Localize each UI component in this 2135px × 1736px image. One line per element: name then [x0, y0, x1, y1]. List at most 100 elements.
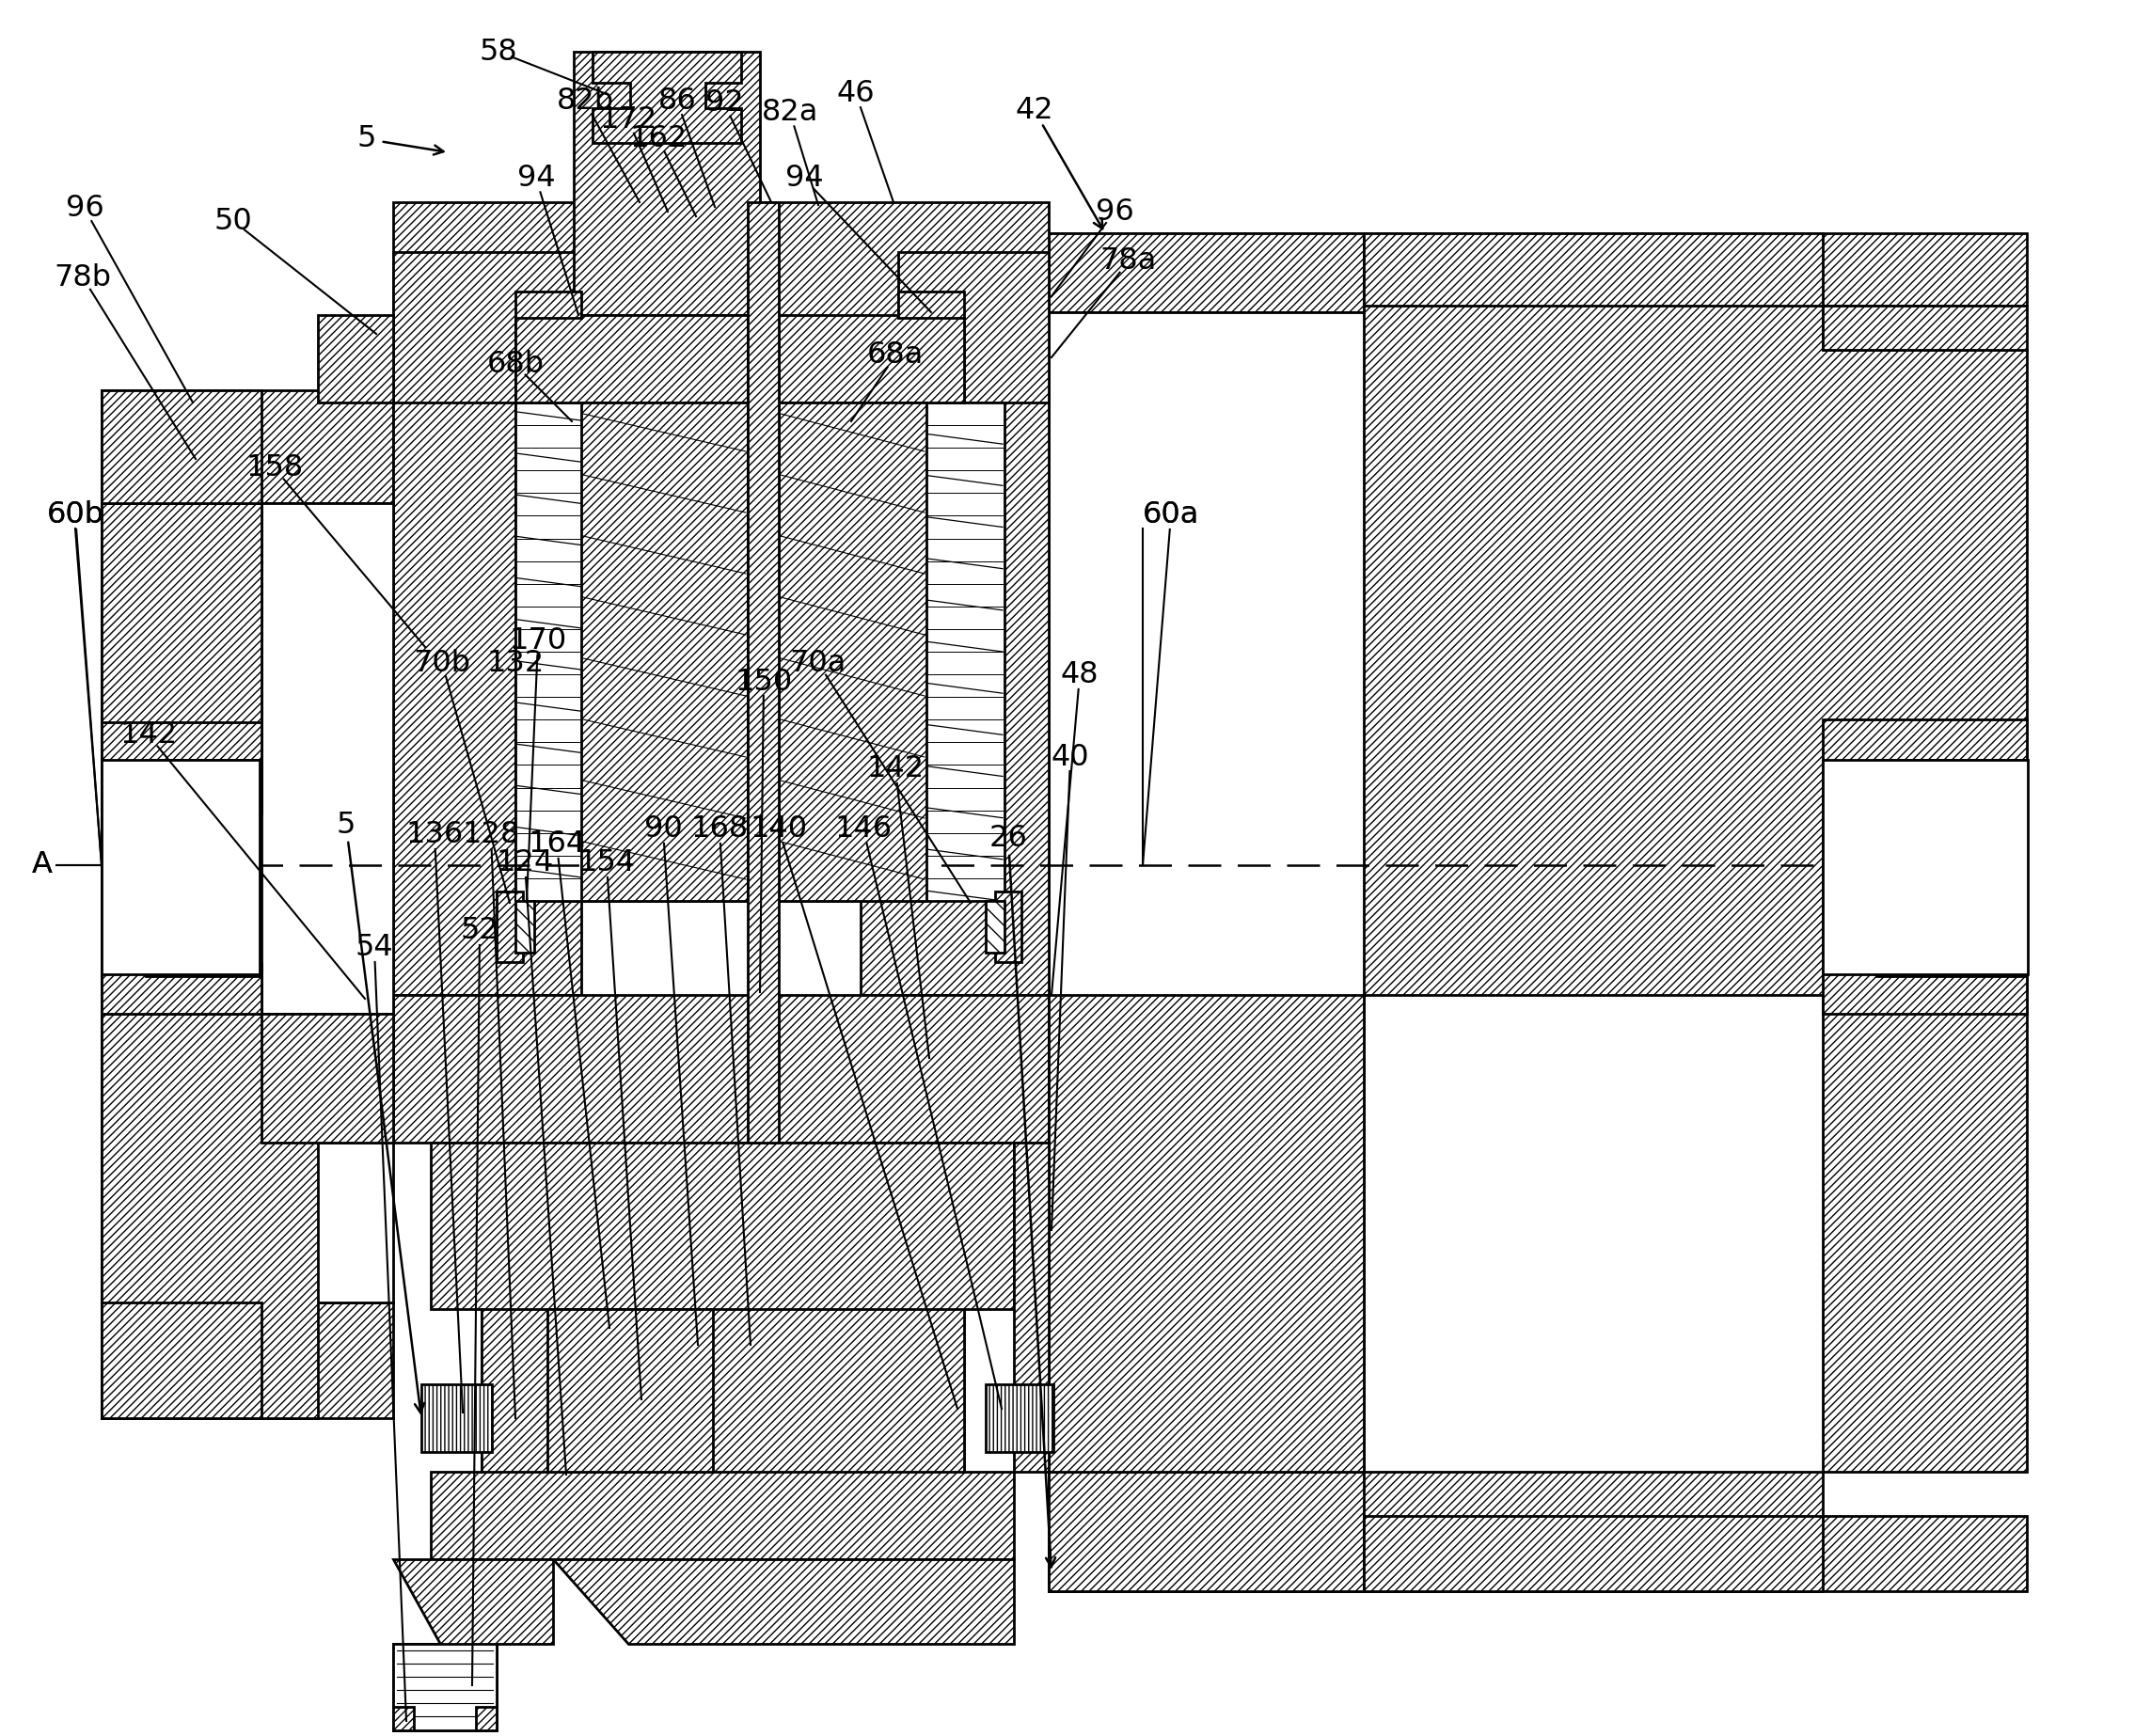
Polygon shape	[102, 963, 260, 1302]
Text: 60a: 60a	[1142, 500, 1200, 529]
Text: 146: 146	[835, 814, 892, 844]
Polygon shape	[318, 314, 393, 403]
Text: 78b: 78b	[53, 262, 111, 292]
Text: 132: 132	[487, 649, 544, 677]
Text: 158: 158	[246, 453, 303, 483]
Polygon shape	[1823, 306, 2026, 351]
Polygon shape	[899, 292, 965, 403]
Text: 5: 5	[357, 125, 376, 155]
Text: 60a: 60a	[1142, 500, 1200, 529]
Bar	[515, 403, 760, 901]
Bar	[515, 901, 534, 953]
Polygon shape	[393, 1706, 414, 1731]
Bar	[986, 1384, 1053, 1451]
Bar	[421, 1384, 491, 1451]
Text: 5: 5	[337, 811, 357, 840]
Text: 94: 94	[786, 165, 824, 193]
Text: 86: 86	[658, 87, 696, 116]
Polygon shape	[747, 201, 779, 1142]
Text: 42: 42	[1016, 97, 1055, 125]
Polygon shape	[1823, 719, 2026, 1014]
Text: 50: 50	[214, 207, 252, 236]
Text: 92: 92	[705, 89, 743, 118]
Polygon shape	[581, 403, 747, 901]
Bar	[1823, 760, 2028, 974]
Text: 68a: 68a	[867, 340, 924, 370]
Polygon shape	[393, 201, 1048, 403]
Text: 172: 172	[600, 106, 658, 135]
Polygon shape	[779, 403, 927, 901]
Polygon shape	[1048, 233, 2026, 1592]
Text: 150: 150	[734, 667, 792, 696]
Polygon shape	[1364, 1516, 1823, 1592]
Text: 168: 168	[692, 814, 747, 844]
Text: 142: 142	[867, 755, 924, 785]
Polygon shape	[102, 503, 260, 814]
Polygon shape	[102, 1014, 393, 1418]
Text: A: A	[32, 851, 53, 880]
Polygon shape	[1048, 995, 1364, 1472]
Polygon shape	[393, 314, 581, 995]
Polygon shape	[102, 391, 393, 1418]
Polygon shape	[393, 252, 581, 403]
Text: 128: 128	[461, 821, 519, 849]
Polygon shape	[1048, 312, 1364, 1472]
Text: 96: 96	[1095, 196, 1134, 226]
Text: 154: 154	[579, 849, 636, 878]
Polygon shape	[547, 1309, 713, 1472]
Text: 60b: 60b	[47, 500, 105, 529]
Polygon shape	[553, 1559, 1014, 1644]
Polygon shape	[779, 314, 965, 403]
Text: 78a: 78a	[1100, 247, 1157, 276]
Polygon shape	[515, 314, 747, 403]
Bar	[497, 892, 523, 962]
Text: 26: 26	[989, 825, 1027, 854]
Text: 140: 140	[749, 814, 807, 844]
Bar	[986, 901, 1003, 953]
Polygon shape	[431, 1142, 1014, 1559]
Text: 124: 124	[495, 849, 553, 878]
Text: 142: 142	[120, 720, 177, 750]
Polygon shape	[1048, 233, 1364, 312]
Text: 94: 94	[517, 165, 555, 193]
Text: 48: 48	[1061, 661, 1100, 689]
Polygon shape	[574, 52, 760, 314]
Polygon shape	[515, 292, 581, 403]
Text: 82a: 82a	[762, 99, 818, 127]
Text: 60b: 60b	[47, 500, 105, 529]
Text: 82b: 82b	[557, 87, 613, 116]
Text: 58: 58	[480, 36, 517, 66]
Text: 52: 52	[461, 917, 500, 946]
Bar	[995, 892, 1021, 962]
Polygon shape	[393, 995, 1048, 1142]
Text: 136: 136	[406, 821, 463, 849]
Polygon shape	[860, 314, 1048, 995]
Polygon shape	[393, 1644, 497, 1731]
Polygon shape	[483, 1309, 965, 1472]
Polygon shape	[594, 52, 741, 142]
Polygon shape	[393, 1559, 553, 1731]
Text: 70a: 70a	[790, 649, 848, 677]
Bar	[760, 403, 1003, 901]
Bar	[102, 760, 260, 974]
Text: 90: 90	[645, 814, 683, 844]
Text: 170: 170	[508, 627, 566, 656]
Text: 40: 40	[1050, 743, 1089, 771]
Text: A: A	[32, 851, 53, 880]
Polygon shape	[260, 1014, 393, 1142]
Text: 162: 162	[630, 125, 687, 155]
Polygon shape	[1048, 1472, 1364, 1592]
Polygon shape	[899, 252, 1048, 403]
Polygon shape	[102, 391, 260, 503]
Text: 96: 96	[66, 194, 105, 224]
Polygon shape	[1364, 233, 1823, 306]
Text: 68b: 68b	[487, 351, 544, 380]
Polygon shape	[1014, 1142, 1048, 1472]
Polygon shape	[102, 1302, 260, 1418]
Text: 70b: 70b	[414, 649, 470, 677]
Polygon shape	[1364, 995, 1823, 1472]
Polygon shape	[476, 1706, 497, 1731]
Bar	[260, 503, 393, 1302]
Text: 54: 54	[354, 934, 393, 962]
Text: 46: 46	[837, 80, 875, 109]
